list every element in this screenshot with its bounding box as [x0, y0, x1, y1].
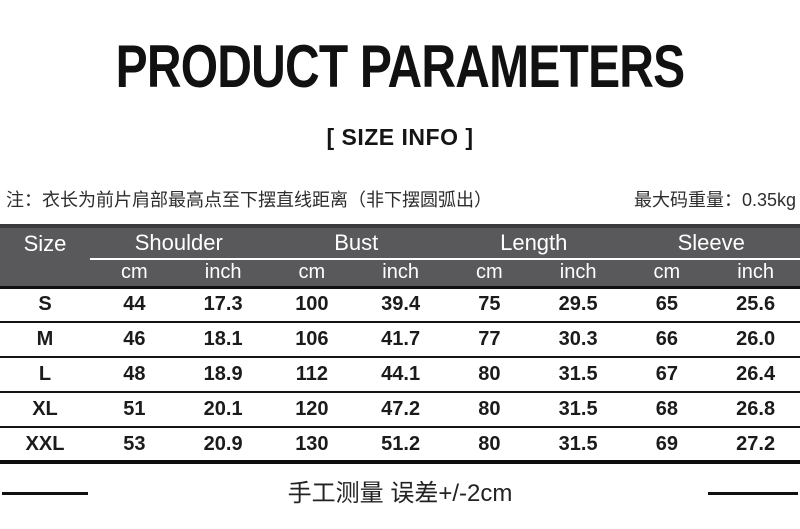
value-cell: 77	[478, 328, 501, 350]
unit-cell-shoulder-inch: inch	[178, 258, 268, 287]
value-cell: 53	[123, 432, 146, 455]
value-cell: 66	[655, 328, 678, 350]
note-row: 注：衣长为前片肩部最高点至下摆直线距离（非下摆圆弧出） 最大码重量：0.35kg	[0, 186, 800, 214]
table-row-l: L 48 18.9 112 44.1 80 31.5 67 26.4	[0, 357, 800, 392]
value-cell: 44	[123, 293, 146, 316]
value-cell: 68	[655, 398, 678, 420]
value-cell: 120	[295, 398, 329, 420]
value-cell: 51	[123, 398, 146, 420]
unit-cell-shoulder-cm: cm	[90, 258, 179, 287]
value-cell: 20.9	[203, 432, 243, 455]
table-row-m: M 46 18.1 106 41.7 77 30.3 66 26.0	[0, 322, 800, 357]
value-cell: 29.5	[558, 293, 598, 316]
value-cell: 31.5	[558, 363, 598, 385]
col-header-sleeve: Sleeve	[677, 230, 745, 255]
value-cell: 48	[123, 363, 146, 385]
table-row-xl: XL 51 20.1 120 47.2 80 31.5 68 26.8	[0, 392, 800, 427]
value-cell: 75	[478, 293, 501, 316]
size-table: Size Shoulder Bust Length Sleeve cm inch…	[0, 224, 800, 464]
unit-cell-length-inch: inch	[533, 258, 623, 287]
value-cell: 20.1	[203, 398, 243, 420]
value-cell: 31.5	[558, 432, 598, 455]
value-cell: 69	[655, 432, 678, 455]
size-cell: XXL	[25, 432, 65, 455]
value-cell: 27.2	[736, 432, 776, 455]
size-cell: M	[36, 328, 54, 350]
value-cell: 17.3	[203, 293, 243, 316]
col-header-size: Size	[23, 230, 67, 256]
col-header-shoulder: Shoulder	[134, 230, 223, 255]
unit-cell-blank	[0, 259, 90, 287]
value-cell: 26.4	[736, 363, 776, 385]
value-cell: 26.8	[736, 398, 776, 420]
value-cell: 47.2	[381, 398, 421, 420]
unit-cell-sleeve-inch: inch	[711, 258, 800, 287]
value-cell: 65	[655, 293, 678, 316]
value-cell: 51.2	[381, 432, 421, 455]
col-header-length: Length	[500, 230, 568, 255]
size-cell: S	[38, 293, 52, 316]
unit-cell-bust-cm: cm	[267, 258, 357, 287]
value-cell: 39.4	[381, 293, 421, 316]
value-cell: 31.5	[558, 398, 598, 420]
table-row-s: S 44 17.3 100 39.4 75 29.5 65 25.6	[0, 287, 800, 322]
max-size-weight-note: 最大码重量：0.35kg	[633, 190, 796, 210]
value-cell: 106	[295, 328, 329, 350]
footer-right-dash	[708, 492, 798, 495]
table-row-xxl: XXL 53 20.9 130 51.2 80 31.5 69 27.2	[0, 427, 800, 462]
value-cell: 26.0	[736, 328, 776, 350]
size-cell: XL	[32, 398, 58, 420]
value-cell: 80	[478, 398, 501, 420]
size-table-header: Size Shoulder Bust Length Sleeve cm inch…	[0, 226, 800, 287]
value-cell: 44.1	[381, 363, 421, 385]
value-cell: 80	[478, 432, 501, 455]
value-cell: 67	[655, 363, 678, 385]
value-cell: 100	[295, 293, 329, 316]
value-cell: 30.3	[558, 328, 598, 350]
size-cell: L	[38, 363, 52, 385]
value-cell: 18.1	[203, 328, 243, 350]
value-cell: 130	[295, 432, 329, 455]
table-unit-row: cm inch cm inch cm inch cm inch	[0, 258, 800, 287]
unit-cell-length-cm: cm	[445, 258, 534, 287]
unit-cell-sleeve-cm: cm	[622, 258, 712, 287]
unit-cell-bust-inch: inch	[356, 258, 445, 287]
value-cell: 25.6	[736, 293, 776, 316]
col-header-bust: Bust	[334, 230, 379, 255]
value-cell: 46	[123, 328, 146, 350]
page-title: PRODUCT PARAMETERS	[115, 33, 686, 100]
measurement-note: 注：衣长为前片肩部最高点至下摆直线距离（非下摆圆弧出）	[6, 190, 492, 210]
value-cell: 112	[295, 363, 328, 385]
value-cell: 80	[478, 363, 501, 385]
value-cell: 18.9	[203, 363, 243, 385]
footer-left-dash	[2, 492, 88, 495]
size-table-wrapper: Size Shoulder Bust Length Sleeve cm inch…	[0, 224, 800, 464]
table-header-row: Size Shoulder Bust Length Sleeve	[0, 226, 800, 259]
size-table-body: S 44 17.3 100 39.4 75 29.5 65 25.6 M 46 …	[0, 287, 800, 462]
manual-measurement-note: 手工测量 误差+/-2cm	[287, 480, 513, 507]
page-subtitle: [ SIZE INFO ]	[326, 124, 474, 150]
value-cell: 41.7	[381, 328, 421, 350]
